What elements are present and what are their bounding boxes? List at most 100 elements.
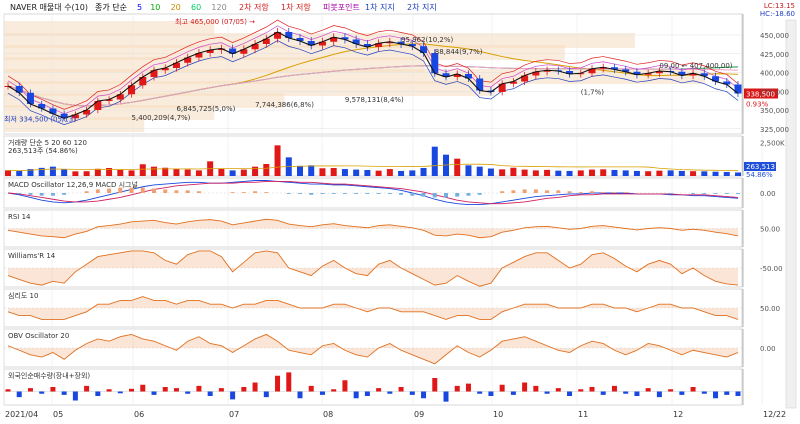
candle[interactable] bbox=[420, 46, 428, 53]
candle[interactable] bbox=[352, 39, 360, 45]
candle[interactable] bbox=[262, 38, 270, 44]
foreign-net-bar[interactable] bbox=[39, 391, 45, 394]
volume-bar[interactable] bbox=[521, 169, 528, 176]
candle[interactable] bbox=[307, 41, 315, 46]
legend-item[interactable]: 120 bbox=[211, 3, 226, 12]
foreign-net-bar[interactable] bbox=[95, 391, 101, 397]
foreign-net-bar[interactable] bbox=[555, 388, 561, 392]
volume-bar[interactable] bbox=[263, 164, 270, 176]
foreign-net-bar[interactable] bbox=[499, 384, 505, 392]
candle[interactable] bbox=[172, 62, 180, 68]
volume-bar[interactable] bbox=[16, 170, 23, 176]
volume-bar[interactable] bbox=[341, 169, 348, 176]
candle[interactable] bbox=[330, 37, 338, 42]
foreign-net-bar[interactable] bbox=[623, 391, 629, 394]
candle[interactable] bbox=[296, 38, 304, 41]
candle[interactable] bbox=[408, 44, 416, 47]
candle[interactable] bbox=[633, 71, 641, 75]
candle[interactable] bbox=[285, 32, 293, 38]
volume-bar[interactable] bbox=[409, 170, 416, 176]
volume-bar[interactable] bbox=[589, 169, 595, 176]
foreign-net-bar[interactable] bbox=[611, 385, 617, 392]
foreign-net-bar[interactable] bbox=[645, 388, 651, 392]
volume-bar[interactable] bbox=[184, 169, 191, 176]
foreign-net-bar[interactable] bbox=[308, 385, 314, 392]
candle[interactable] bbox=[251, 44, 259, 50]
candle[interactable] bbox=[363, 44, 371, 47]
volume-bar[interactable] bbox=[72, 171, 79, 176]
candle[interactable] bbox=[599, 67, 607, 69]
candle[interactable] bbox=[26, 92, 34, 104]
candle[interactable] bbox=[543, 70, 551, 72]
foreign-net-bar[interactable] bbox=[690, 387, 696, 392]
foreign-net-bar[interactable] bbox=[151, 391, 157, 395]
foreign-net-bar[interactable] bbox=[129, 388, 135, 392]
foreign-net-bar[interactable] bbox=[140, 384, 146, 392]
candle[interactable] bbox=[487, 90, 495, 93]
foreign-net-bar[interactable] bbox=[589, 387, 595, 392]
candle[interactable] bbox=[38, 104, 46, 109]
volume-bar[interactable] bbox=[544, 169, 551, 176]
volume-bar[interactable] bbox=[622, 170, 629, 176]
legend-item[interactable]: 피봇포인트 bbox=[323, 2, 360, 12]
candle[interactable] bbox=[610, 67, 618, 70]
candle[interactable] bbox=[476, 78, 484, 91]
volume-bar[interactable] bbox=[375, 170, 382, 176]
volume-bar[interactable] bbox=[49, 166, 56, 176]
candle[interactable] bbox=[509, 81, 517, 84]
volume-bar[interactable] bbox=[633, 170, 640, 176]
candle[interactable] bbox=[105, 99, 113, 102]
volume-bar[interactable] bbox=[297, 165, 303, 176]
foreign-net-bar[interactable] bbox=[16, 391, 22, 398]
candle[interactable] bbox=[689, 73, 697, 76]
foreign-net-bar[interactable] bbox=[241, 387, 247, 392]
candle[interactable] bbox=[83, 110, 91, 115]
candle[interactable] bbox=[240, 49, 248, 54]
foreign-net-bar[interactable] bbox=[27, 388, 33, 392]
foreign-net-bar[interactable] bbox=[364, 391, 370, 397]
volume-bar[interactable] bbox=[330, 168, 337, 176]
foreign-net-bar[interactable] bbox=[342, 380, 348, 392]
candle[interactable] bbox=[274, 32, 282, 39]
legend-item[interactable]: 20 bbox=[171, 3, 181, 12]
foreign-net-bar[interactable] bbox=[50, 387, 56, 392]
volume-bar[interactable] bbox=[252, 166, 259, 176]
foreign-net-bar[interactable] bbox=[286, 372, 292, 392]
volume-bar[interactable] bbox=[701, 171, 708, 176]
foreign-net-bar[interactable] bbox=[185, 391, 191, 394]
foreign-net-bar[interactable] bbox=[252, 382, 258, 392]
candle[interactable] bbox=[397, 41, 405, 44]
volume-bar[interactable] bbox=[229, 170, 236, 176]
candle[interactable] bbox=[622, 69, 630, 72]
volume-bar[interactable] bbox=[678, 170, 685, 176]
candle[interactable] bbox=[521, 75, 529, 82]
foreign-net-bar[interactable] bbox=[465, 383, 471, 392]
volume-bar[interactable] bbox=[240, 169, 247, 176]
volume-bar[interactable] bbox=[319, 168, 326, 176]
volume-bar[interactable] bbox=[645, 171, 652, 176]
foreign-net-bar[interactable] bbox=[409, 391, 415, 395]
candle[interactable] bbox=[386, 41, 394, 44]
candle[interactable] bbox=[71, 114, 79, 119]
foreign-net-bar[interactable] bbox=[432, 378, 438, 392]
volume-bar[interactable] bbox=[667, 170, 674, 176]
candle[interactable] bbox=[464, 74, 472, 79]
volume-bar[interactable] bbox=[308, 165, 315, 176]
volume-bar[interactable] bbox=[600, 169, 607, 176]
candle[interactable] bbox=[195, 53, 203, 58]
foreign-net-bar[interactable] bbox=[61, 391, 67, 395]
foreign-net-bar[interactable] bbox=[173, 388, 179, 392]
foreign-net-bar[interactable] bbox=[544, 391, 550, 394]
foreign-net-bar[interactable] bbox=[72, 391, 78, 401]
foreign-net-bar[interactable] bbox=[533, 385, 539, 392]
foreign-net-bar[interactable] bbox=[713, 391, 719, 399]
volume-bar[interactable] bbox=[195, 170, 202, 176]
candle[interactable] bbox=[128, 85, 136, 95]
foreign-net-bar[interactable] bbox=[331, 389, 337, 392]
volume-bar[interactable] bbox=[139, 164, 146, 176]
foreign-net-bar[interactable] bbox=[106, 389, 112, 392]
foreign-net-bar[interactable] bbox=[421, 391, 427, 399]
volume-bar[interactable] bbox=[577, 170, 584, 176]
foreign-net-bar[interactable] bbox=[398, 387, 404, 392]
volume-bar[interactable] bbox=[487, 168, 494, 176]
